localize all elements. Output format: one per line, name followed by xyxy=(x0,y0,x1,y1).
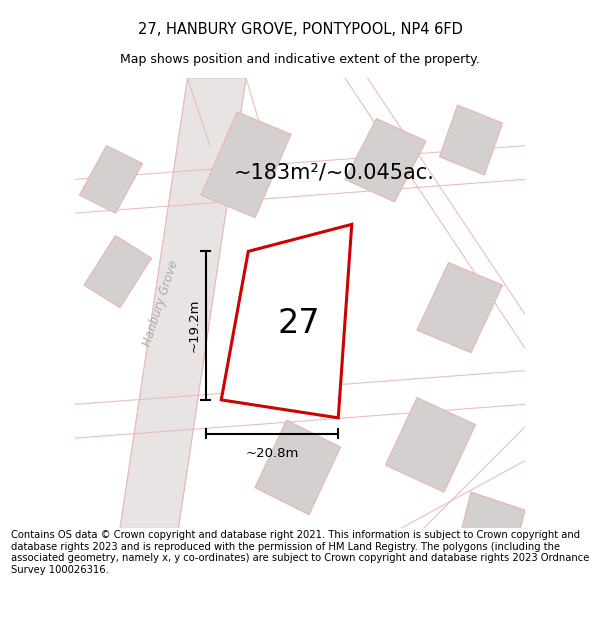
Text: Hanbury Grove: Hanbury Grove xyxy=(140,259,181,348)
Polygon shape xyxy=(255,420,341,514)
Polygon shape xyxy=(386,398,476,492)
Text: ~183m²/~0.045ac.: ~183m²/~0.045ac. xyxy=(233,162,434,182)
Text: Map shows position and indicative extent of the property.: Map shows position and indicative extent… xyxy=(120,53,480,66)
Text: Contains OS data © Crown copyright and database right 2021. This information is : Contains OS data © Crown copyright and d… xyxy=(11,530,589,575)
Polygon shape xyxy=(120,78,246,528)
Polygon shape xyxy=(462,492,525,528)
Text: 27, HANBURY GROVE, PONTYPOOL, NP4 6FD: 27, HANBURY GROVE, PONTYPOOL, NP4 6FD xyxy=(137,22,463,37)
Text: ~20.8m: ~20.8m xyxy=(245,447,299,460)
Polygon shape xyxy=(345,119,426,202)
Polygon shape xyxy=(221,224,352,418)
Polygon shape xyxy=(439,105,503,175)
Polygon shape xyxy=(417,262,503,352)
Polygon shape xyxy=(201,112,291,218)
Polygon shape xyxy=(84,236,151,308)
Text: ~19.2m: ~19.2m xyxy=(188,299,201,352)
Polygon shape xyxy=(79,146,143,213)
Text: 27: 27 xyxy=(278,307,320,340)
